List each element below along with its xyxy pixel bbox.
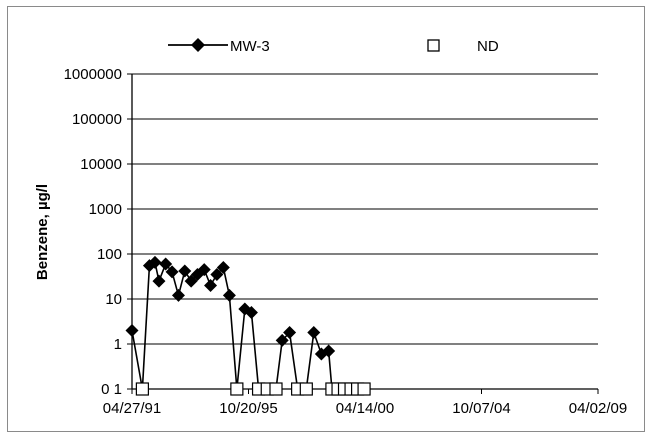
y-tick-label: 1000 — [89, 201, 122, 218]
series-ND — [135, 382, 371, 396]
point-mw-3 — [125, 323, 139, 337]
point-mw-3 — [307, 326, 321, 340]
point-mw-3 — [152, 274, 166, 288]
legend-marker-mw-3 — [191, 38, 205, 52]
gridlines — [132, 73, 598, 345]
series-MW-3 — [125, 255, 371, 396]
legend-label-nd: ND — [477, 38, 499, 55]
x-tick-label: 04/27/91 — [103, 400, 161, 417]
point-mw-3 — [171, 288, 185, 302]
y-tick-label: 1000000 — [64, 66, 122, 83]
y-axis-title: Benzene, µg/l — [34, 184, 51, 280]
point-mw-3 — [178, 264, 192, 278]
x-tick-label: 10/07/04 — [452, 400, 510, 417]
point-mw-3 — [204, 278, 218, 292]
point-mw-3 — [275, 333, 289, 347]
y-tick-label: 10000 — [80, 156, 122, 173]
y-tick-label: 100 — [97, 246, 122, 263]
axes: 0 1 1 10 100 1000 10000 100000 1000000 04/27/91 1… — [64, 66, 628, 417]
x-tick-label: 04/14/00 — [336, 400, 394, 417]
legend-marker-nd — [427, 39, 440, 52]
y-tick-label: 10 — [105, 291, 122, 308]
legend: MW-3 ND — [168, 38, 499, 55]
point-nd — [299, 382, 313, 396]
point-mw-3 — [322, 344, 336, 358]
point-nd — [230, 382, 244, 396]
point-mw-3 — [148, 255, 162, 269]
y-tick-label: 1 — [114, 336, 122, 353]
point-mw-3 — [197, 263, 211, 277]
y-tick-label: 0 1 — [101, 381, 122, 398]
legend-label-mw-3: MW-3 — [230, 38, 270, 55]
chart-frame — [7, 6, 645, 432]
point-mw-3 — [244, 306, 258, 320]
x-tick-label: 10/20/95 — [219, 400, 277, 417]
point-nd — [357, 382, 371, 396]
x-tick-label: 04/02/09 — [569, 400, 627, 417]
point-mw-3 — [283, 326, 297, 340]
series-line-mw-3 — [131, 261, 365, 390]
point-mw-3 — [216, 261, 230, 275]
point-nd — [135, 382, 149, 396]
point-mw-3 — [210, 268, 224, 282]
y-tick-label: 100000 — [72, 111, 122, 128]
point-mw-3 — [165, 265, 179, 279]
point-mw-3 — [222, 288, 236, 302]
point-mw-3 — [159, 257, 173, 271]
point-nd — [269, 382, 283, 396]
